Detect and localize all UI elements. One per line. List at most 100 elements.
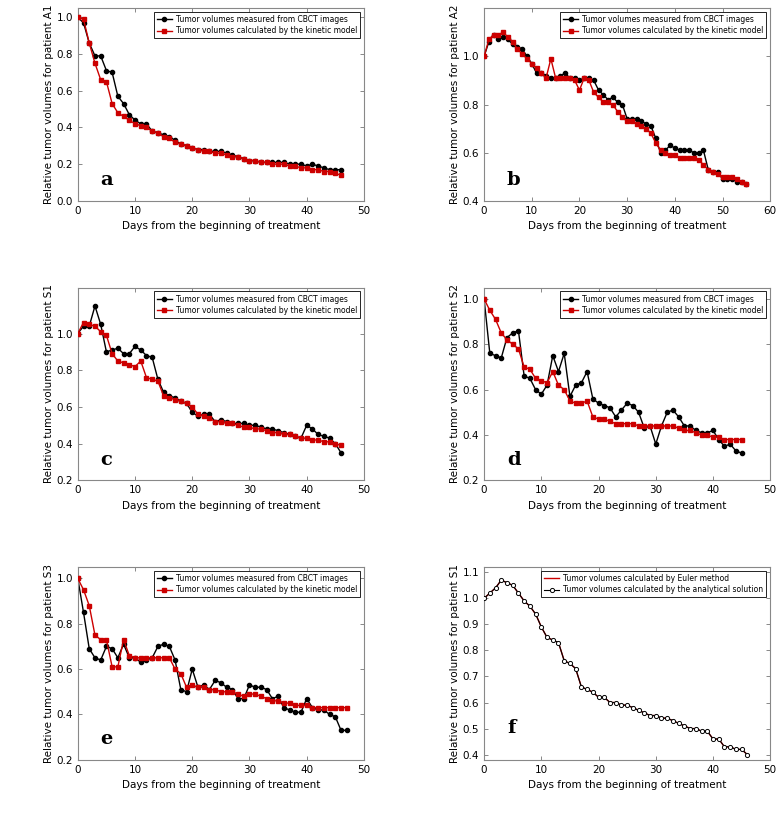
Tumor volumes measured from CBCT images <box>170 655 180 665</box>
Tumor volumes calculated by the kinetic model <box>119 112 128 122</box>
Tumor volumes measured from CBCT images <box>159 387 168 397</box>
Tumor volumes calculated by the kinetic model <box>222 418 231 428</box>
Tumor volumes measured from CBCT images <box>308 703 317 712</box>
Tumor volumes calculated by the analytical solution <box>600 692 609 702</box>
Tumor volumes calculated by the kinetic model <box>199 411 209 421</box>
Tumor volumes calculated by the kinetic model <box>548 367 557 377</box>
Tumor volumes measured from CBCT images <box>576 378 586 388</box>
Tumor volumes calculated by the kinetic model <box>499 27 508 37</box>
Tumor volumes calculated by the kinetic model <box>113 108 122 118</box>
Tumor volumes calculated by the kinetic model <box>73 328 82 338</box>
Tumor volumes measured from CBCT images <box>90 51 100 60</box>
Tumor volumes measured from CBCT images <box>187 664 197 674</box>
Tumor volumes measured from CBCT images <box>228 150 237 160</box>
Tumor volumes calculated by the kinetic model <box>142 123 151 132</box>
Line: Tumor volumes measured from CBCT images: Tumor volumes measured from CBCT images <box>482 33 748 186</box>
Tumor volumes calculated by the kinetic model <box>336 703 345 712</box>
Tumor volumes calculated by the kinetic model <box>245 690 254 699</box>
Tumor volumes calculated by the kinetic model <box>90 630 100 640</box>
Tumor volumes measured from CBCT images <box>205 146 214 156</box>
Tumor volumes measured from CBCT images <box>142 119 151 129</box>
Tumor volumes measured from CBCT images <box>165 641 174 651</box>
Tumor volumes measured from CBCT images <box>331 165 340 175</box>
Tumor volumes calculated by the kinetic model <box>193 145 202 154</box>
Tumor volumes measured from CBCT images <box>159 130 168 140</box>
Tumor volumes calculated by the kinetic model <box>479 51 489 61</box>
Tumor volumes measured from CBCT images <box>685 421 695 431</box>
Tumor volumes calculated by the analytical solution <box>503 578 512 587</box>
Tumor volumes calculated by the kinetic model <box>273 159 282 169</box>
Tumor volumes measured from CBCT images <box>279 428 289 438</box>
Y-axis label: Relative tumor volumes for patient S3: Relative tumor volumes for patient S3 <box>44 564 54 763</box>
Tumor volumes calculated by the analytical solution <box>611 698 620 708</box>
Tumor volumes measured from CBCT images <box>628 400 637 410</box>
Tumor volumes measured from CBCT images <box>285 705 294 715</box>
Tumor volumes measured from CBCT images <box>647 121 656 131</box>
Tumor volumes calculated by the kinetic model <box>513 344 523 354</box>
Tumor volumes measured from CBCT images <box>279 703 289 712</box>
Tumor volumes measured from CBCT images <box>239 154 248 163</box>
Text: a: a <box>100 172 114 190</box>
Tumor volumes calculated by the analytical solution <box>525 601 534 611</box>
Tumor volumes calculated by Euler method <box>607 698 616 708</box>
Tumor volumes calculated by the kinetic model <box>96 635 105 645</box>
Tumor volumes calculated by the kinetic model <box>233 421 243 431</box>
Tumor volumes calculated by the kinetic model <box>308 165 317 175</box>
Tumor volumes measured from CBCT images <box>605 403 615 413</box>
Tumor volumes measured from CBCT images <box>685 145 694 155</box>
Tumor volumes calculated by the kinetic model <box>632 119 641 129</box>
Tumor volumes measured from CBCT images <box>503 333 512 342</box>
Tumor volumes measured from CBCT images <box>211 146 220 156</box>
Tumor volumes calculated by the kinetic model <box>726 435 735 444</box>
Tumor volumes calculated by the kinetic model <box>308 703 317 712</box>
Tumor volumes measured from CBCT images <box>251 155 260 165</box>
Tumor volumes measured from CBCT images <box>489 29 498 39</box>
Tumor volumes calculated by the kinetic model <box>291 431 300 441</box>
Tumor volumes calculated by the kinetic model <box>703 430 712 440</box>
Tumor volumes measured from CBCT images <box>131 653 140 663</box>
Tumor volumes calculated by the analytical solution <box>605 698 615 708</box>
Tumor volumes calculated by the kinetic model <box>314 165 323 175</box>
Tumor volumes calculated by the kinetic model <box>124 115 134 125</box>
Tumor volumes calculated by the kinetic model <box>170 137 180 147</box>
Tumor volumes calculated by the kinetic model <box>228 418 237 428</box>
Tumor volumes calculated by the kinetic model <box>107 349 117 359</box>
Tumor volumes calculated by the analytical solution <box>485 588 495 598</box>
Tumor volumes calculated by the analytical solution <box>559 656 569 666</box>
Tumor volumes calculated by the kinetic model <box>187 402 197 412</box>
Tumor volumes measured from CBCT images <box>657 421 666 431</box>
Tumor volumes measured from CBCT images <box>720 441 729 451</box>
Tumor volumes calculated by the analytical solution <box>496 575 506 585</box>
Tumor volumes calculated by the kinetic model <box>216 148 226 158</box>
Tumor volumes calculated by the kinetic model <box>571 399 580 408</box>
Tumor volumes calculated by the kinetic model <box>580 74 589 83</box>
Tumor volumes calculated by the kinetic model <box>205 685 214 694</box>
Tumor volumes calculated by the kinetic model <box>273 696 282 706</box>
Tumor volumes measured from CBCT images <box>176 685 185 694</box>
Tumor volumes calculated by the analytical solution <box>703 726 712 736</box>
Tumor volumes calculated by the kinetic model <box>542 378 552 388</box>
Tumor volumes calculated by the analytical solution <box>685 724 695 734</box>
Tumor volumes measured from CBCT images <box>170 393 180 403</box>
Line: Tumor volumes measured from CBCT images: Tumor volumes measured from CBCT images <box>75 16 343 172</box>
Tumor volumes calculated by the kinetic model <box>496 328 506 338</box>
Tumor volumes measured from CBCT images <box>148 127 157 136</box>
Tumor volumes calculated by the analytical solution <box>594 692 603 702</box>
Tumor volumes measured from CBCT images <box>314 705 323 715</box>
Tumor volumes measured from CBCT images <box>228 685 237 694</box>
Tumor volumes calculated by the kinetic model <box>640 421 649 431</box>
Tumor volumes calculated by the kinetic model <box>731 435 741 444</box>
Tumor volumes calculated by the kinetic model <box>325 703 335 712</box>
Tumor volumes measured from CBCT images <box>588 394 598 404</box>
Tumor volumes calculated by the analytical solution <box>634 705 643 715</box>
Tumor volumes measured from CBCT images <box>222 148 231 158</box>
X-axis label: Days from the beginning of treatment: Days from the beginning of treatment <box>121 780 320 790</box>
Tumor volumes calculated by the kinetic model <box>119 358 128 368</box>
Tumor volumes calculated by the kinetic model <box>193 409 202 419</box>
Tumor volumes measured from CBCT images <box>268 424 277 434</box>
Tumor volumes measured from CBCT images <box>611 412 620 422</box>
Tumor volumes measured from CBCT images <box>336 725 345 735</box>
Tumor volumes calculated by Euler method <box>737 744 746 754</box>
Tumor volumes measured from CBCT images <box>651 440 661 449</box>
Legend: Tumor volumes calculated by Euler method, Tumor volumes calculated by the analyt: Tumor volumes calculated by Euler method… <box>541 571 766 597</box>
